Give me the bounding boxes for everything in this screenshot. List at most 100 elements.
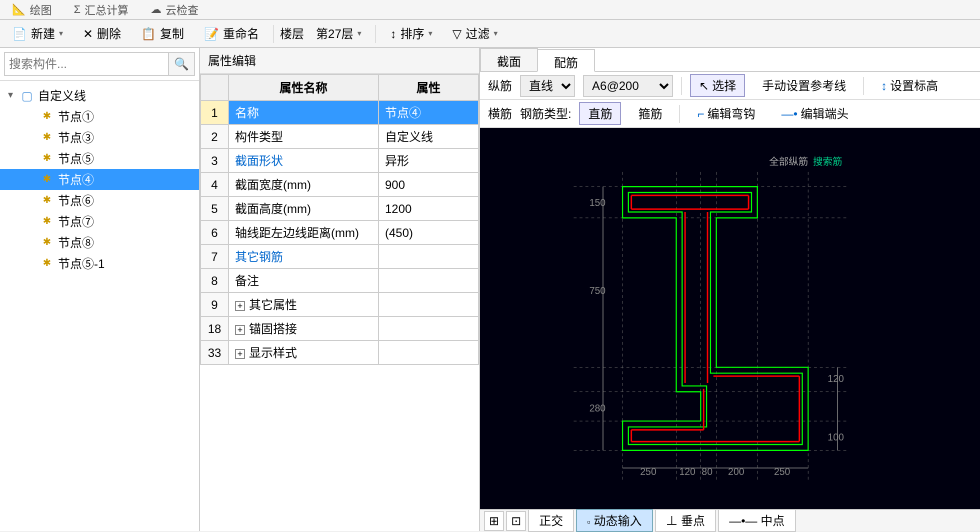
copy-button[interactable]: 📋 复制 (133, 23, 192, 44)
tree-node[interactable]: ✱节点⑦ (0, 211, 199, 232)
property-row[interactable]: 1名称节点④ (201, 101, 479, 125)
floor-selector[interactable]: 第27层 ▾ (308, 23, 369, 44)
tree-node-label: 节点③ (58, 129, 94, 146)
prop-value[interactable] (379, 317, 479, 341)
straight-rebar-button[interactable]: 直筋 (579, 102, 621, 125)
new-button[interactable]: 📄 新建 ▾ (4, 23, 71, 44)
rebar-lines (631, 195, 799, 441)
delete-button[interactable]: ✕ 删除 (75, 23, 129, 44)
property-row[interactable]: 5截面高度(mm)1200 (201, 197, 479, 221)
prop-value[interactable] (379, 269, 479, 293)
tree-root-label: 自定义线 (38, 87, 86, 104)
tab-rebar[interactable]: 配筋 (537, 49, 595, 72)
row-num: 33 (201, 341, 229, 365)
property-panel-title: 属性编辑 (200, 48, 479, 74)
edit-end-button[interactable]: —• 编辑端头 (772, 102, 857, 125)
section-outline (623, 187, 809, 451)
property-row[interactable]: 3截面形状异形 (201, 149, 479, 173)
tree-node[interactable]: ✱ 节点⑤-1 (0, 253, 199, 274)
tree-node-label: 节点⑤-1 (58, 255, 105, 272)
prop-value[interactable] (379, 293, 479, 317)
section-drawing: 全部纵筋 搜索筋 (480, 128, 980, 509)
property-row[interactable]: 4截面宽度(mm)900 (201, 173, 479, 197)
manual-ref-button[interactable]: 手动设置参考线 (753, 74, 855, 97)
left-tree-panel: 🔍 ▾ ▢ 自定义线 ✱节点①✱节点③✱节点⑤✱节点④✱节点⑥✱节点⑦✱节点⑧✱… (0, 48, 200, 531)
select-button[interactable]: ↖ 选择 (690, 74, 745, 97)
tab-draw[interactable]: 📐 绘图 (4, 0, 60, 20)
row-num: 18 (201, 317, 229, 341)
prop-value[interactable]: 1200 (379, 197, 479, 221)
property-row[interactable]: 7其它钢筋 (201, 245, 479, 269)
prop-value[interactable] (379, 245, 479, 269)
prop-name: 构件类型 (229, 125, 379, 149)
tree-node[interactable]: ✱节点① (0, 106, 199, 127)
prop-header-value: 属性 (379, 75, 479, 101)
elevation-button[interactable]: ↕ 设置标高 (872, 74, 947, 97)
prop-header-name: 属性名称 (229, 75, 379, 101)
tab-summary[interactable]: Σ 汇总计算 (66, 0, 137, 20)
prop-name: +显示样式 (229, 341, 379, 365)
tree-node[interactable]: ✱节点⑥ (0, 190, 199, 211)
tree-node[interactable]: ✱节点⑧ (0, 232, 199, 253)
spec-select[interactable]: A6@200 (583, 75, 673, 97)
transverse-label: 横筋 (488, 105, 512, 122)
row-num: 2 (201, 125, 229, 149)
tree-node[interactable]: ✱节点⑤ (0, 148, 199, 169)
floor-label: 楼层 (280, 25, 304, 42)
prop-name: 备注 (229, 269, 379, 293)
drawing-canvas[interactable]: 全部纵筋 搜索筋 (480, 128, 980, 509)
stirrup-button[interactable]: 箍筋 (629, 102, 671, 125)
row-num: 5 (201, 197, 229, 221)
sort-button[interactable]: ↕ 排序 ▾ (382, 23, 440, 44)
node-icon: ✱ (40, 194, 54, 208)
edit-bend-button[interactable]: ⌐ 编辑弯钩 (688, 102, 764, 125)
property-row[interactable]: 9+其它属性 (201, 293, 479, 317)
tree-node-label: 节点④ (58, 171, 94, 188)
property-row[interactable]: 18+锚固搭接 (201, 317, 479, 341)
status-icon-1[interactable]: ⊞ (484, 511, 504, 531)
legend-all: 全部纵筋 (769, 155, 808, 168)
canvas-status-bar: ⊞ ⊡ 正交 ▫ 动态输入 ⊥ 垂点 —•— 中点 (480, 509, 980, 531)
tab-section[interactable]: 截面 (480, 48, 538, 71)
row-num: 7 (201, 245, 229, 269)
collapse-icon[interactable]: ▾ (8, 90, 20, 101)
filter-button[interactable]: ▽ 过滤 ▾ (444, 23, 505, 44)
line-type-select[interactable]: 直线 (520, 75, 575, 97)
property-row[interactable]: 8备注 (201, 269, 479, 293)
tree-node-label: 节点① (58, 108, 94, 125)
prop-header-num (201, 75, 229, 101)
prop-value[interactable] (379, 341, 479, 365)
rebar-toolbar-2: 横筋 钢筋类型: 直筋 箍筋 ⌐ 编辑弯钩 —• 编辑端头 (480, 100, 980, 128)
property-row[interactable]: 33+显示样式 (201, 341, 479, 365)
dimension-labels: 150 750 120 280 100 250 120 80 200 250 (589, 198, 844, 478)
midpoint-button[interactable]: —•— 中点 (718, 509, 796, 532)
tab-cloud-check[interactable]: ☁ 云检查 (143, 0, 207, 20)
svg-text:250: 250 (774, 467, 791, 478)
tree-root[interactable]: ▾ ▢ 自定义线 (0, 85, 199, 106)
prop-value[interactable]: (450) (379, 221, 479, 245)
rename-button[interactable]: 📝 重命名 (196, 23, 267, 44)
prop-value[interactable]: 节点④ (379, 101, 479, 125)
expand-icon[interactable]: + (235, 325, 245, 335)
prop-value[interactable]: 自定义线 (379, 125, 479, 149)
search-input[interactable] (4, 52, 169, 76)
top-tab-bar: 📐 绘图 Σ 汇总计算 ☁ 云检查 (0, 0, 980, 20)
property-row[interactable]: 2构件类型自定义线 (201, 125, 479, 149)
row-num: 3 (201, 149, 229, 173)
tree-node[interactable]: ✱节点④ (0, 169, 199, 190)
property-row[interactable]: 6轴线距左边线距离(mm)(450) (201, 221, 479, 245)
prop-value[interactable]: 900 (379, 173, 479, 197)
tree-node[interactable]: ✱节点③ (0, 127, 199, 148)
property-table: 属性名称 属性 1名称节点④2构件类型自定义线3截面形状异形4截面宽度(mm)9… (200, 74, 479, 365)
ortho-button[interactable]: 正交 (528, 509, 574, 532)
node-icon: ✱ (40, 152, 54, 166)
status-icon-2[interactable]: ⊡ (506, 511, 526, 531)
node-icon: ✱ (40, 257, 54, 271)
prop-name: 轴线距左边线距离(mm) (229, 221, 379, 245)
prop-value[interactable]: 异形 (379, 149, 479, 173)
expand-icon[interactable]: + (235, 349, 245, 359)
perpendicular-button[interactable]: ⊥ 垂点 (655, 509, 716, 532)
dynamic-input-button[interactable]: ▫ 动态输入 (576, 509, 653, 532)
search-button[interactable]: 🔍 (169, 52, 195, 76)
expand-icon[interactable]: + (235, 301, 245, 311)
